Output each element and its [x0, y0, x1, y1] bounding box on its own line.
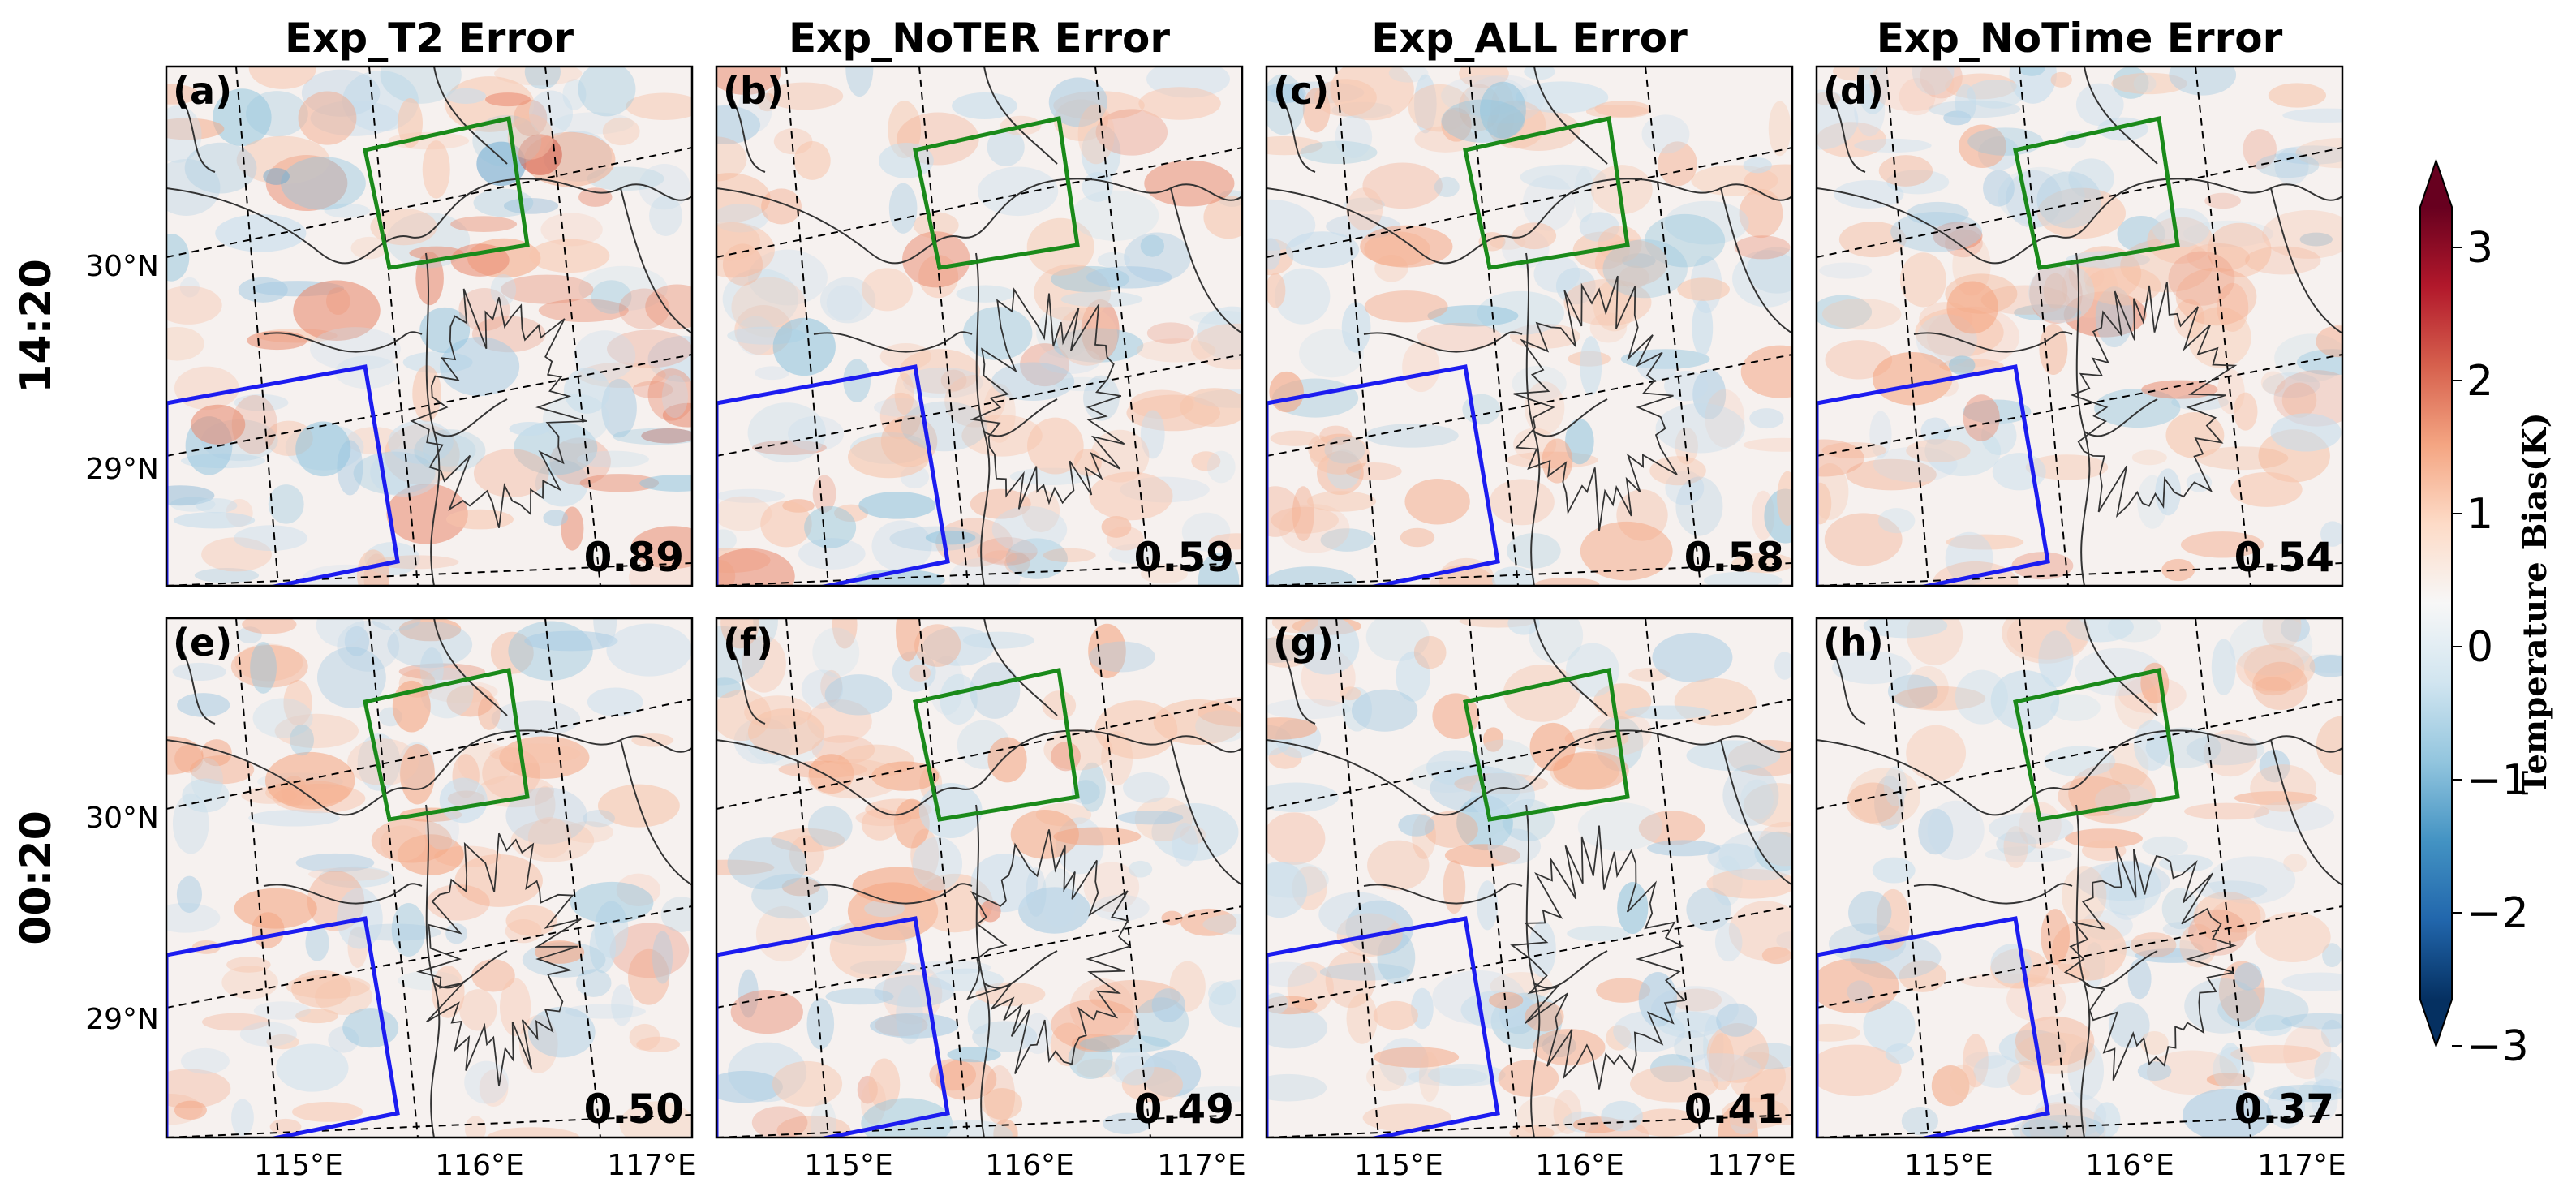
lon-tick-label: 116°E: [435, 1149, 523, 1182]
map-panel: (e) 0.50: [165, 617, 694, 1139]
panel-letter: (b): [723, 69, 784, 113]
panel-score: 0.58: [1684, 534, 1784, 581]
panel-letter: (d): [1823, 69, 1884, 113]
column-title-2: Exp_NoTER Error: [789, 15, 1170, 62]
row-label-2: 00:20: [12, 811, 61, 945]
longitude-ticks: 115°E 116°E 117°E 115°E 116°E 117°E 115°E 116°E…: [254, 1149, 2346, 1182]
lon-tick-label: 116°E: [1535, 1149, 1623, 1182]
row-label-1: 14:20: [12, 259, 61, 394]
colorbar-tick-label: 1: [2466, 490, 2493, 539]
blue-region-box: [716, 916, 950, 1138]
green-region-box: [2013, 115, 2180, 270]
panel-letter: (f): [723, 621, 773, 665]
blue-region-box: [1266, 364, 1500, 586]
lon-tick-label: 115°E: [804, 1149, 892, 1182]
lon-tick-label: 117°E: [607, 1149, 695, 1182]
panel-score: 0.59: [1134, 534, 1234, 581]
colorbar: 3 2 1 0 −1 −2 −3 Temperature Bias(K): [2419, 157, 2554, 1071]
green-region-box: [913, 115, 1080, 270]
blue-region-box: [1266, 916, 1500, 1138]
colorbar-top-extension: [2420, 161, 2452, 207]
column-title-3: Exp_ALL Error: [1371, 15, 1688, 62]
lon-tick-label: 115°E: [1904, 1149, 1993, 1182]
panel-letter: (h): [1823, 621, 1884, 665]
green-region-box: [1463, 667, 1630, 822]
panel-score: 0.37: [2234, 1086, 2334, 1133]
panel-score: 0.50: [584, 1086, 684, 1133]
map-panel: (h) 0.37: [1815, 617, 2344, 1139]
green-region-box: [2013, 667, 2180, 822]
panel-score: 0.41: [1684, 1086, 1784, 1133]
colorbar-tick-label: 3: [2466, 224, 2493, 273]
map-panel: (d) 0.54: [1815, 65, 2344, 587]
colorbar-tick-label: −1: [2466, 756, 2529, 805]
blue-region-box: [1817, 364, 2050, 586]
green-region-box: [1463, 115, 1630, 270]
blue-region-box: [166, 916, 400, 1138]
panel-letter: (e): [173, 621, 232, 665]
map-panel: (c) 0.58: [1265, 65, 1794, 587]
lon-tick-label: 115°E: [1354, 1149, 1443, 1182]
map-panel: (b) 0.59: [715, 65, 1244, 587]
colorbar-outline: [2419, 157, 2453, 1049]
colorbar-tick-label: 0: [2466, 623, 2493, 672]
panel-score: 0.49: [1134, 1086, 1234, 1133]
colorbar-label: Temperature Bias(K): [2516, 412, 2554, 794]
map-panel: (g) 0.41: [1265, 617, 1794, 1139]
colorbar-ticks: 3 2 1 0 −1 −2 −3: [2452, 224, 2529, 1071]
map-panel: (f) 0.49: [715, 617, 1244, 1139]
green-region-box: [363, 115, 530, 270]
colorbar-body: [2420, 207, 2452, 1000]
lat-tick-30-bottom: 30°N: [85, 802, 159, 835]
blue-region-box: [716, 364, 950, 586]
lon-tick-label: 117°E: [2257, 1149, 2346, 1182]
panel-letter: (c): [1273, 69, 1329, 113]
blue-region-box: [166, 364, 400, 586]
map-panels: (a) 0.89 (b) 0.59 (c) 0.58 (d) 0.54 (e) 0.50 (f) 0.…: [165, 65, 2344, 1139]
lon-tick-label: 116°E: [2085, 1149, 2174, 1182]
column-title-4: Exp_NoTime Error: [1877, 15, 2283, 62]
colorbar-tick-label: −2: [2466, 889, 2529, 938]
green-region-box: [913, 667, 1080, 822]
colorbar-bottom-extension: [2420, 1000, 2452, 1046]
column-title-1: Exp_T2 Error: [285, 15, 574, 62]
lon-tick-label: 117°E: [1157, 1149, 1245, 1182]
lat-tick-30-top: 30°N: [85, 250, 159, 283]
colorbar-tick-label: −3: [2466, 1022, 2529, 1071]
lat-tick-29-top: 29°N: [85, 453, 159, 486]
map-panel: (a) 0.89: [165, 65, 694, 587]
blue-region-box: [1817, 916, 2050, 1138]
panel-letter: (a): [173, 69, 232, 113]
lon-tick-label: 115°E: [254, 1149, 342, 1182]
panel-score: 0.89: [584, 534, 684, 581]
lat-tick-29-bottom: 29°N: [85, 1003, 159, 1036]
lon-tick-label: 116°E: [985, 1149, 1073, 1182]
colorbar-tick-label: 2: [2466, 357, 2493, 406]
green-region-box: [363, 667, 530, 822]
panel-score: 0.54: [2234, 534, 2334, 581]
lon-tick-label: 117°E: [1707, 1149, 1795, 1182]
panel-letter: (g): [1273, 621, 1334, 665]
